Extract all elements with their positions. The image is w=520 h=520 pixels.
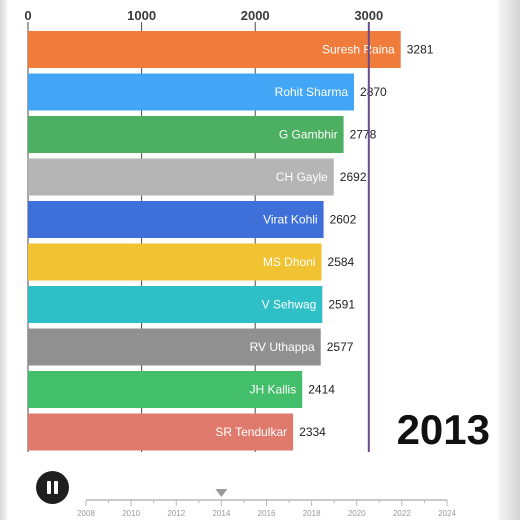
bar-value-label: 2414 [308, 383, 335, 397]
timeline-year-label: 2018 [303, 509, 321, 518]
timeline-handle[interactable] [215, 489, 228, 497]
bar-value-label: 3281 [407, 43, 434, 57]
x-tick-label: 0 [24, 8, 31, 23]
timeline-year-label: 2020 [348, 509, 366, 518]
bar [28, 243, 322, 281]
bar [28, 158, 334, 196]
bar-value-label: 2692 [340, 170, 367, 184]
timeline[interactable]: 2008 2010 2012 2014 2016 2018 2020 2022 2024 [77, 489, 456, 518]
timeline-year-label: 2016 [258, 509, 276, 518]
x-axis-ticks: 0 1000 2000 3000 [24, 8, 383, 23]
timeline-year-label: 2010 [122, 509, 140, 518]
bar-category-label: G Gambhir [279, 128, 338, 142]
bar-category-label: V Sehwag [262, 298, 317, 312]
timeline-year-label: 2008 [77, 509, 95, 518]
bar-value-label: 2602 [330, 213, 357, 227]
bar-value-label: 2870 [360, 85, 387, 99]
x-tick-label: 3000 [354, 8, 383, 23]
bar-category-label: Suresh Raina [322, 43, 395, 57]
bar-value-label: 2334 [299, 425, 326, 439]
pause-icon [47, 481, 51, 494]
bar-category-label: MS Dhoni [263, 255, 316, 269]
bar [28, 201, 324, 238]
bar-value-label: 2584 [328, 255, 355, 269]
x-tick-label: 1000 [127, 8, 156, 23]
bar [28, 413, 294, 451]
timeline-year-label: 2014 [212, 509, 230, 518]
bar-category-label: JH Kallis [250, 383, 297, 397]
bar-category-label: Virat Kohli [263, 213, 317, 227]
bars: Suresh Raina 3281 Rohit Sharma 2870 G Gambhi… [28, 31, 434, 451]
bar-category-label: Rohit Sharma [275, 85, 349, 99]
bar-value-label: 2591 [328, 298, 355, 312]
timeline-year-label: 2024 [438, 509, 456, 518]
pause-icon [54, 481, 58, 494]
bar [28, 371, 303, 408]
bar [28, 116, 344, 153]
year-label: 2013 [397, 406, 490, 453]
pause-button[interactable] [36, 471, 69, 504]
bar-category-label: SR Tendulkar [215, 425, 287, 439]
timeline-year-label: 2012 [167, 509, 185, 518]
bar-value-label: 2577 [327, 340, 354, 354]
left-frame-edge [0, 0, 7, 520]
right-frame-edge [498, 0, 520, 520]
bar [28, 31, 401, 68]
bar [28, 73, 355, 111]
x-tick-label: 2000 [241, 8, 270, 23]
timeline-year-label: 2022 [393, 509, 411, 518]
bar [28, 286, 323, 323]
bar [28, 328, 321, 366]
bar-value-label: 2778 [350, 128, 377, 142]
bar-category-label: RV Uthappa [250, 340, 315, 354]
bar-category-label: CH Gayle [276, 170, 328, 184]
